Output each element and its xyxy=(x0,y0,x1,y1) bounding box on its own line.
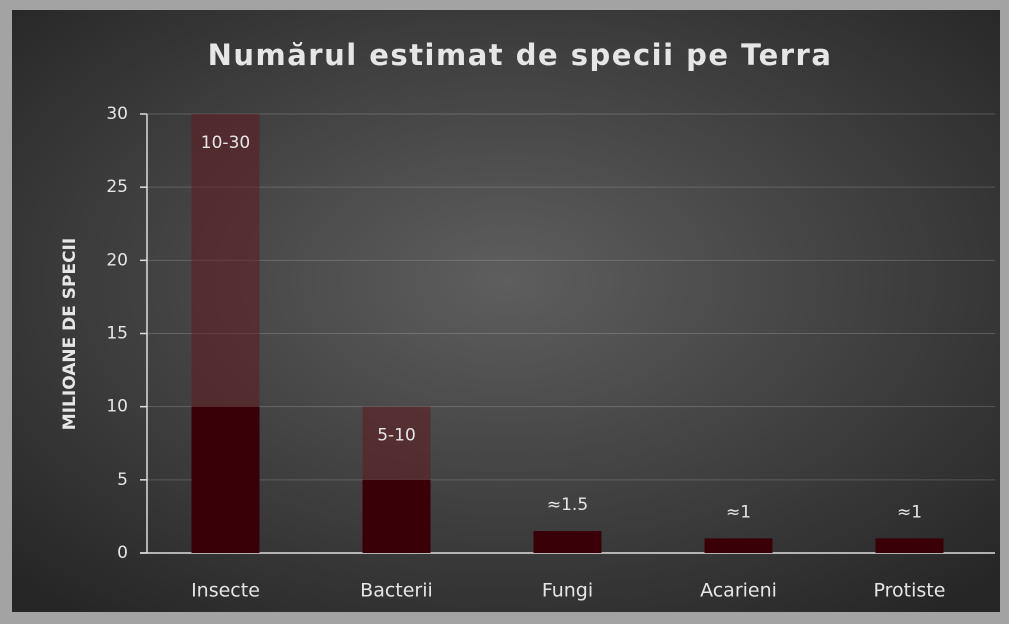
y-tick-label: 15 xyxy=(106,324,128,344)
x-tick-label: Acarieni xyxy=(700,580,777,602)
y-tick-label: 0 xyxy=(117,543,128,563)
bar-segment xyxy=(191,114,260,407)
x-tick-label: Fungi xyxy=(542,580,593,602)
y-tick-label: 30 xyxy=(106,104,128,124)
x-tick-label: Bacterii xyxy=(360,580,433,602)
panel xyxy=(12,10,1000,612)
y-tick-label: 25 xyxy=(106,177,128,197)
chart-title: Numărul estimat de specii pe Terra xyxy=(208,38,833,72)
data-label: 10-30 xyxy=(201,133,250,153)
y-axis-label: MILIOANE DE SPECII xyxy=(60,238,80,430)
bar-segment xyxy=(362,479,431,553)
x-tick-label: Insecte xyxy=(191,580,260,602)
bar-segment xyxy=(704,538,773,553)
x-tick-label: Protiste xyxy=(874,580,946,602)
data-label: ≈1 xyxy=(897,502,922,522)
bar-segment xyxy=(533,531,602,553)
bar-segment xyxy=(191,406,260,553)
data-label: 5-10 xyxy=(377,426,416,446)
data-label: ≈1 xyxy=(726,502,751,522)
bar-segment xyxy=(875,538,944,553)
bar-segment xyxy=(362,406,431,480)
y-tick-label: 5 xyxy=(117,470,128,490)
data-label: ≈1.5 xyxy=(547,495,588,515)
y-tick-label: 20 xyxy=(106,250,128,270)
y-tick-label: 10 xyxy=(106,397,128,417)
